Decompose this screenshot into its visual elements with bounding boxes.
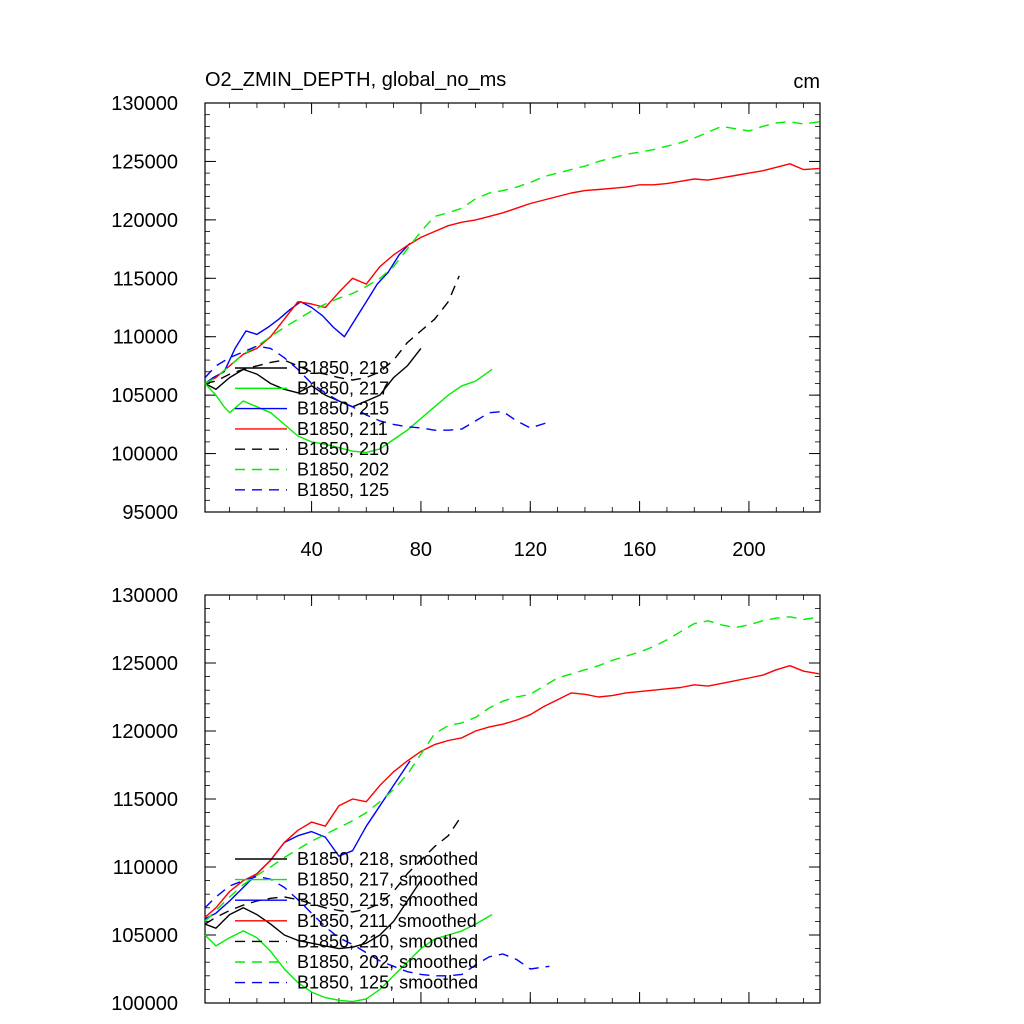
- legend-label: B1850, 125: [297, 480, 389, 500]
- y-tick-label: 125000: [111, 151, 178, 173]
- y-tick-label: 120000: [111, 721, 178, 743]
- x-tick-label: 40: [300, 539, 322, 561]
- y-tick-label: 125000: [111, 653, 178, 675]
- series-line: [204, 163, 821, 385]
- x-tick-label: 160: [623, 539, 656, 561]
- y-tick-label: 105000: [111, 925, 178, 947]
- series-line: [204, 913, 493, 1003]
- y-tick-label: 115000: [113, 789, 178, 811]
- y-tick-label: 110000: [113, 327, 178, 349]
- series-line: [204, 760, 411, 920]
- y-tick-label: 115000: [113, 268, 178, 290]
- legend-label: B1850, 210, smoothed: [297, 931, 478, 951]
- legend-label: B1850, 202: [297, 460, 389, 480]
- y-tick-label: 100000: [111, 444, 178, 466]
- x-tick-label: 120: [514, 539, 547, 561]
- legend-label: B1850, 215: [297, 399, 389, 419]
- legend-label: B1850, 218: [297, 358, 389, 378]
- y-tick-label: 130000: [111, 93, 178, 115]
- y-tick-label: 130000: [111, 585, 178, 607]
- plot-frame: [204, 102, 821, 513]
- legend-label: B1850, 202, smoothed: [297, 952, 478, 972]
- series-line: [204, 665, 821, 918]
- series-line: [204, 242, 411, 385]
- chart-title: O2_ZMIN_DEPTH, global_no_ms: [205, 69, 506, 91]
- series-line: [204, 616, 821, 922]
- series-line: [204, 120, 821, 385]
- y-tick-label: 100000: [111, 993, 178, 1015]
- legend-label: B1850, 125, smoothed: [297, 973, 478, 993]
- y-tick-label: 110000: [113, 857, 178, 879]
- series-line: [204, 819, 460, 925]
- x-tick-label: 80: [410, 539, 432, 561]
- bottom-panel: 100000 105000 110000 115000 120000 125000 1300…: [111, 585, 821, 1015]
- legend-label: B1850, 211, smoothed: [297, 911, 477, 931]
- y-tick-label: 105000: [111, 385, 178, 407]
- series-line: [204, 347, 422, 408]
- top-panel: 95000 100000 105000 110000 115000 120000 12500…: [111, 93, 821, 561]
- x-tick-label: 200: [732, 539, 765, 561]
- units-label: cm: [793, 71, 820, 93]
- legend-label: B1850, 215, smoothed: [297, 890, 478, 910]
- legend-label: B1850, 211: [297, 419, 388, 439]
- series-line: [204, 875, 550, 977]
- y-tick-label: 120000: [111, 210, 178, 232]
- legend-label: B1850, 210: [297, 439, 389, 459]
- series-line: [204, 368, 493, 454]
- y-tick-label: 95000: [122, 502, 178, 524]
- series-line: [204, 275, 460, 385]
- legend-label: B1850, 217: [297, 378, 389, 398]
- legend-label: B1850, 218, smoothed: [297, 849, 478, 869]
- series-line: [204, 880, 422, 950]
- legend-label: B1850, 217, smoothed: [297, 870, 478, 890]
